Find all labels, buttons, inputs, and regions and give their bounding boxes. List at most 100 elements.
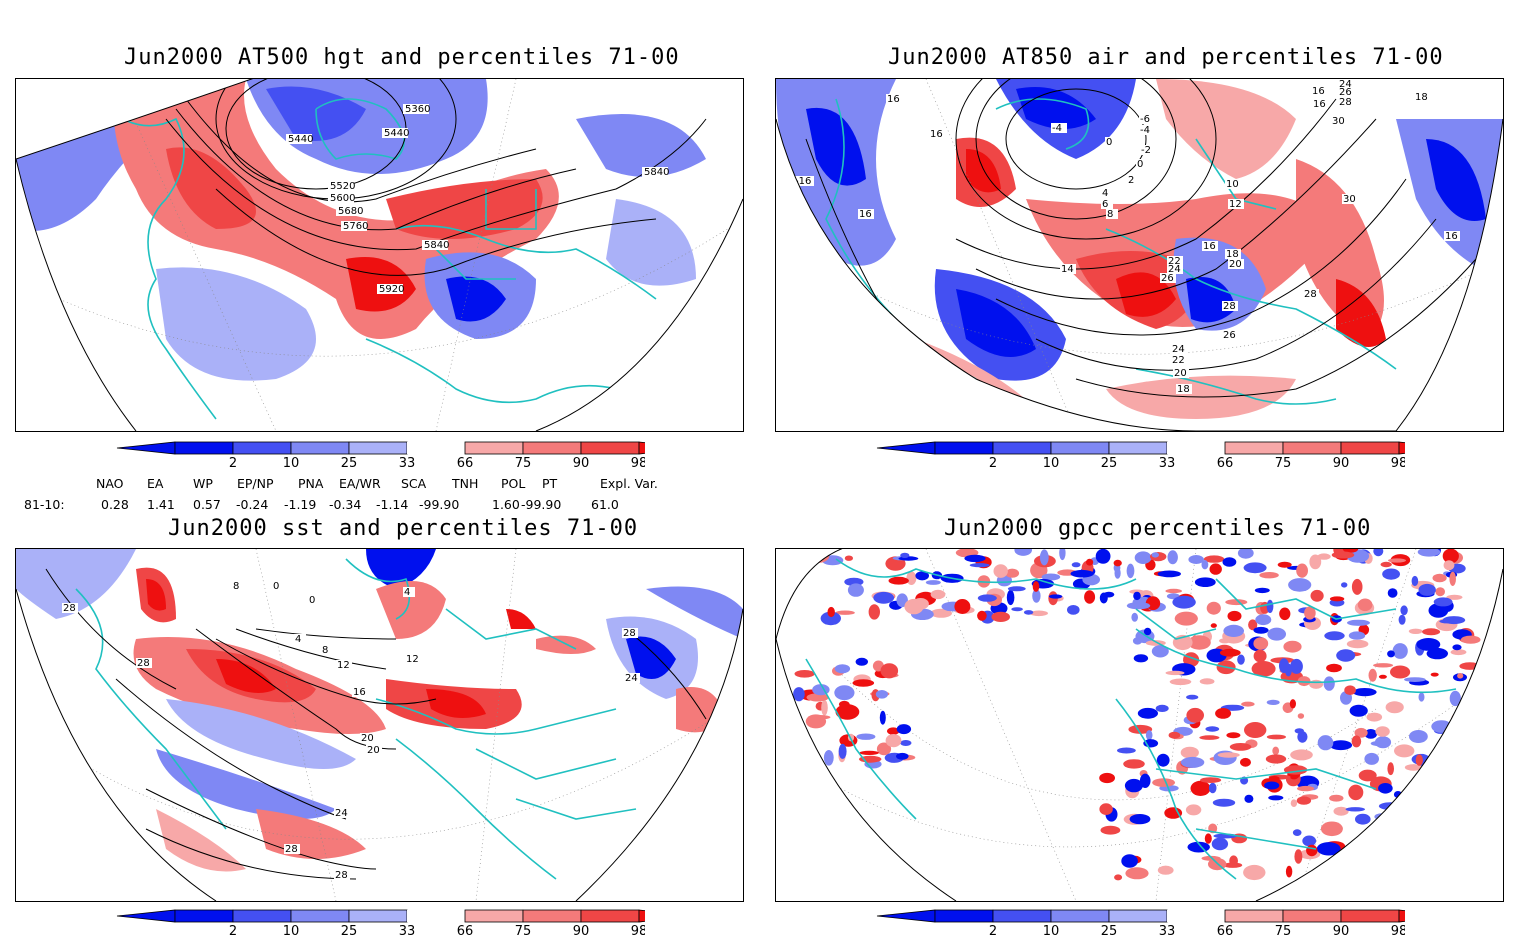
precip-patch	[900, 552, 910, 558]
contour-label: 26	[1338, 87, 1354, 98]
precip-patch	[834, 664, 851, 674]
contour-label: 4	[1101, 188, 1113, 199]
svg-text:2: 2	[1128, 175, 1134, 186]
precip-patch	[1059, 549, 1066, 561]
precip-patch	[1408, 843, 1428, 858]
precip-patch	[1402, 852, 1419, 861]
precip-patch	[991, 611, 1010, 622]
precip-patch	[1204, 833, 1212, 844]
svg-text:0: 0	[273, 581, 279, 592]
precip-patch	[1439, 619, 1457, 624]
colorbar-arrow-low	[116, 909, 176, 923]
precip-patch	[1355, 813, 1371, 825]
colorbar-tick-label: 33	[1159, 924, 1176, 938]
colorbar-tick-label: 66	[1217, 924, 1234, 938]
precip-patch	[1156, 753, 1170, 767]
precip-patch	[1143, 627, 1152, 636]
precip-patch	[1372, 832, 1382, 846]
precip-patch	[1388, 558, 1406, 563]
precip-patch	[1005, 568, 1020, 578]
precip-patch	[1344, 685, 1356, 695]
panel-1-title: Jun2000 AT500 hgt and percentiles 71-00	[124, 45, 680, 70]
precip-patch	[1290, 799, 1298, 807]
svg-text:4: 4	[404, 587, 410, 598]
panel-4-map	[775, 548, 1504, 902]
contour-label: 28	[1222, 301, 1238, 312]
colorbar-bin	[1108, 909, 1168, 923]
contour-label: 20	[1173, 368, 1189, 379]
index-header: EA/WR	[339, 476, 381, 491]
svg-text:26: 26	[1161, 273, 1174, 284]
index-header: WP	[193, 476, 213, 491]
colorbar-tick-label: 66	[457, 924, 474, 938]
svg-text:24: 24	[625, 673, 638, 684]
contour-label: 2	[1127, 175, 1139, 186]
svg-text:-16: -16	[795, 176, 811, 187]
svg-text:28: 28	[1339, 97, 1352, 108]
precip-patch	[1266, 599, 1274, 613]
precip-patch	[875, 690, 888, 699]
svg-text:18: 18	[1226, 249, 1239, 260]
contour-label: 26	[1222, 330, 1238, 341]
precip-patch	[1397, 817, 1417, 834]
precip-patch	[1337, 853, 1345, 860]
precip-patch	[1084, 590, 1096, 604]
index-value: -1.19	[284, 497, 317, 512]
index-value: -99.90	[521, 497, 562, 512]
map-sst: 28 28 8 0 0 4 4 8 12 16 20 20 24 28 28 2…	[16, 549, 743, 901]
svg-text:16: 16	[859, 209, 872, 220]
precip-patch	[1331, 551, 1355, 559]
precip-patch	[896, 724, 912, 735]
precip-patch	[1378, 802, 1403, 810]
colorbar-tick-label: 90	[573, 456, 590, 470]
precip-patch	[1387, 588, 1398, 598]
precip-patch	[1200, 777, 1222, 783]
precip-patch	[820, 611, 841, 626]
precip-patch	[1297, 785, 1315, 792]
precip-patch	[1376, 851, 1397, 858]
svg-text:-2: -2	[1141, 145, 1151, 156]
colorbar-bin	[348, 909, 408, 923]
precip-patch	[1444, 730, 1463, 736]
precip-patch	[1296, 796, 1312, 805]
colorbar-tick-label: 90	[573, 924, 590, 938]
precip-patch	[1329, 794, 1344, 802]
contour-label: 14	[1060, 264, 1076, 275]
precip-patch	[1316, 842, 1341, 856]
precip-patch	[964, 554, 986, 563]
svg-text:20: 20	[1174, 368, 1187, 379]
precip-patch	[1373, 549, 1384, 557]
contour-label: 18	[1414, 92, 1430, 103]
svg-text:16: 16	[1203, 241, 1216, 252]
precip-patch	[1180, 756, 1205, 768]
precip-patch	[1342, 549, 1359, 553]
precip-patch	[1237, 549, 1254, 559]
colorbar-tick-label: 98	[1391, 456, 1405, 470]
precip-patch	[868, 604, 880, 620]
precip-patch	[977, 594, 997, 602]
colorbar-tick-label: 75	[515, 456, 532, 470]
svg-text:5840: 5840	[424, 240, 449, 251]
precip-patch	[1433, 597, 1453, 607]
precip-patch	[796, 760, 805, 765]
svg-text:20: 20	[1229, 259, 1242, 270]
panel-3-title: Jun2000 sst and percentiles 71-00	[168, 516, 639, 541]
precip-patch	[1240, 757, 1251, 767]
index-value: 1.41	[147, 497, 175, 512]
precip-patch	[793, 687, 805, 702]
colorbar-bin	[174, 909, 234, 923]
precip-patch	[1251, 661, 1276, 677]
precip-patch	[1348, 631, 1366, 640]
precip-patch	[1006, 589, 1015, 606]
colorbar-bin	[1282, 441, 1342, 455]
index-value: 1.60	[492, 497, 520, 512]
contour-label: 16	[886, 94, 902, 105]
colorbar-tick-label: 2	[989, 456, 997, 470]
contour-label: -4	[1139, 125, 1155, 136]
precip-patch	[1442, 549, 1459, 564]
precip-patch	[1227, 610, 1242, 622]
index-header: POL	[501, 476, 526, 491]
precip-patch	[1209, 563, 1222, 575]
svg-text:18: 18	[1415, 92, 1428, 103]
index-header: EP/NP	[237, 476, 274, 491]
